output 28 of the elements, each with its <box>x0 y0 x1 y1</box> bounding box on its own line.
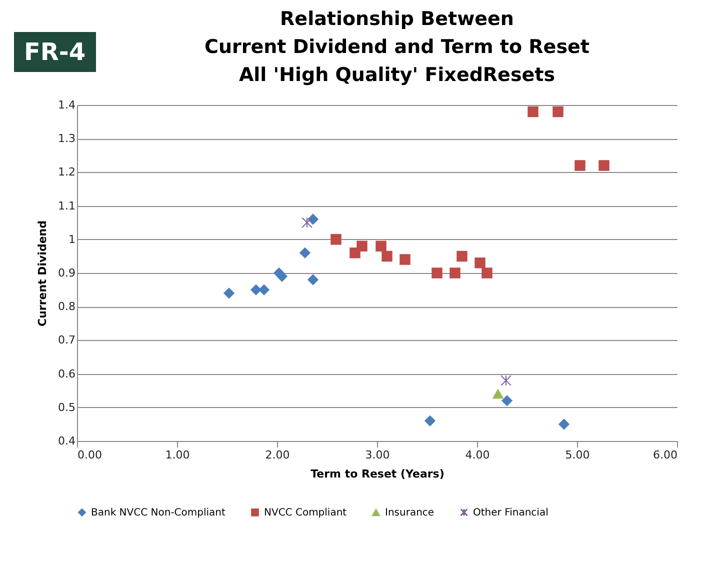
x-tick-label: 1.00 <box>165 448 190 462</box>
legend-label: Bank NVCC Non-Compliant <box>91 507 226 518</box>
y-tick-label: 0.5 <box>58 400 76 414</box>
legend-label: Insurance <box>385 508 434 519</box>
text: FR-4 <box>14 32 96 72</box>
x-tick-label: 6.00 <box>653 448 678 462</box>
y-tick-label: 1.1 <box>58 199 76 212</box>
text: Relationship Between <box>280 8 514 30</box>
x-tick-label: 0.00 <box>78 448 102 462</box>
x-axis-title: Term to Reset (Years) <box>310 468 444 480</box>
x-tick-label: 5.00 <box>565 448 590 462</box>
y-tick-label: 1 <box>68 232 76 246</box>
y-tick-label: 0.8 <box>58 300 76 314</box>
legend-label: Other Financial <box>473 507 548 518</box>
legend-label: NVCC Compliant <box>264 507 347 518</box>
y-tick-label: 0.7 <box>58 334 76 347</box>
y-axis-title: Current Dividend <box>36 220 50 327</box>
text: Current Dividend and Term to Reset <box>204 36 590 58</box>
y-tick-label: 0.9 <box>58 266 76 280</box>
y-tick-label: 1.2 <box>58 166 76 179</box>
x-tick-label: 3.00 <box>365 448 390 462</box>
y-tick-label: 1.4 <box>58 98 76 112</box>
x-tick-label: 2.00 <box>265 448 290 462</box>
text: All 'High Quality' FixedResets <box>238 64 556 86</box>
x-tick-label: 4.00 <box>465 448 490 462</box>
y-tick-label: 0.6 <box>58 367 76 380</box>
y-tick-label: 0.4 <box>58 434 76 448</box>
y-tick-label: 1.3 <box>58 132 76 146</box>
